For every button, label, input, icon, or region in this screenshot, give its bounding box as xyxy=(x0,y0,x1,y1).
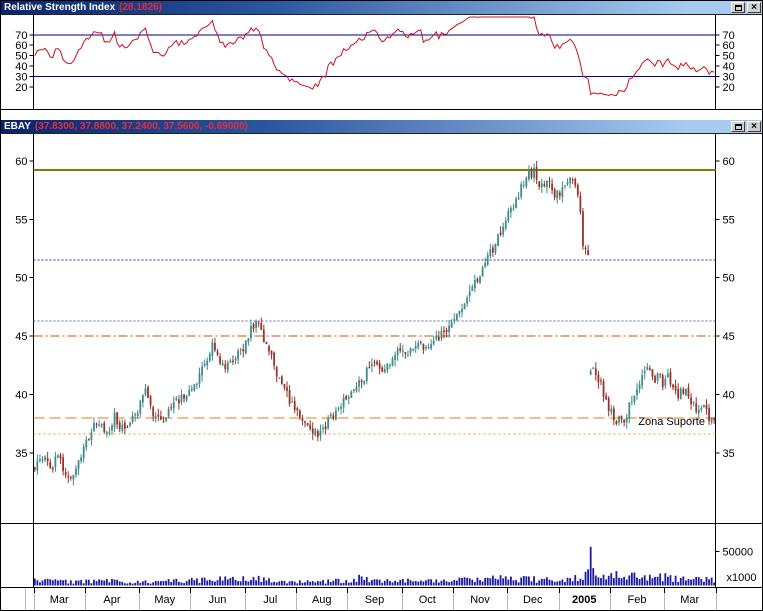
axis-tick xyxy=(84,588,86,593)
svg-text:x1000: x1000 xyxy=(727,572,757,584)
axis-month-label: Apr xyxy=(103,594,121,606)
close-icon: × xyxy=(751,1,757,13)
axis-separator xyxy=(609,588,611,610)
axis-month-label: Jul xyxy=(263,594,278,606)
axis-tick xyxy=(139,588,141,593)
axis-tick xyxy=(33,588,35,593)
axis-separator xyxy=(244,588,246,610)
svg-text:45: 45 xyxy=(723,331,735,343)
axis-month-label: Aug xyxy=(311,594,332,606)
svg-text:70: 70 xyxy=(723,30,735,42)
axis-month-label: Oct xyxy=(418,594,436,606)
svg-text:35: 35 xyxy=(723,448,735,460)
svg-text:Zona Suporte: Zona Suporte xyxy=(638,416,705,428)
svg-text:70: 70 xyxy=(15,30,27,42)
axis-separator xyxy=(33,588,35,610)
svg-text:30: 30 xyxy=(15,72,27,84)
price-window-controls: × xyxy=(731,121,761,132)
axis-separator xyxy=(401,588,403,610)
axis-separator xyxy=(139,588,141,610)
price-close-button[interactable]: × xyxy=(747,121,761,132)
axis-month-label: Feb xyxy=(627,594,647,606)
axis-separator xyxy=(715,588,717,610)
axis-tick xyxy=(715,588,717,593)
axis-month-label: 2005 xyxy=(571,594,597,606)
axis-tick xyxy=(558,588,560,593)
rsi-value: (28.1826) xyxy=(119,1,162,13)
time-axis: Mar Apr May Jun Jul Aug Sep Oct Nov Dec 2005 Feb Mar xyxy=(1,587,762,610)
svg-text:40: 40 xyxy=(723,390,735,402)
svg-text:60: 60 xyxy=(723,40,735,52)
rsi-title: Relative Strength Index xyxy=(4,1,116,13)
price-quote: (37.8300, 37.8800, 37.2400, 37.5600, -0.… xyxy=(34,120,248,132)
svg-text:30: 30 xyxy=(723,72,735,84)
svg-text:50: 50 xyxy=(723,51,735,63)
svg-text:60: 60 xyxy=(15,40,27,52)
svg-text:50: 50 xyxy=(723,273,735,285)
axis-separator xyxy=(452,588,454,610)
panel-gap xyxy=(1,110,762,120)
axis-month-label: Mar xyxy=(680,594,700,606)
close-icon: × xyxy=(751,120,757,132)
axis-tick xyxy=(609,588,611,593)
svg-text:20: 20 xyxy=(15,82,27,94)
svg-text:50: 50 xyxy=(15,273,27,285)
axis-month-label: Dec xyxy=(522,594,543,606)
axis-tick xyxy=(190,588,192,593)
axis-month-label: Mar xyxy=(49,594,69,606)
price-symbol: EBAY xyxy=(4,120,31,132)
axis-month-label: Nov xyxy=(470,594,490,606)
axis-tick xyxy=(507,588,509,593)
axis-separator xyxy=(664,588,666,610)
svg-text:40: 40 xyxy=(723,61,735,73)
price-restore-button[interactable] xyxy=(731,121,745,132)
axis-month-label: Sep xyxy=(364,594,385,606)
rsi-close-button[interactable]: × xyxy=(747,2,761,13)
svg-text:50000: 50000 xyxy=(723,547,754,559)
svg-text:55: 55 xyxy=(723,214,735,226)
svg-text:45: 45 xyxy=(15,331,27,343)
restore-icon xyxy=(734,4,742,11)
restore-icon xyxy=(734,123,742,130)
axis-month-label: Jun xyxy=(208,594,227,606)
svg-text:35: 35 xyxy=(15,448,27,460)
rsi-restore-button[interactable] xyxy=(731,2,745,13)
axis-tick xyxy=(401,588,403,593)
volume-chart[interactable]: 50000 x1000 xyxy=(1,523,762,587)
rsi-titlebar[interactable]: Relative Strength Index (28.1826) × xyxy=(1,1,762,15)
svg-text:60: 60 xyxy=(15,156,27,168)
axis-separator xyxy=(190,588,192,610)
axis-separator xyxy=(558,588,560,610)
svg-text:50: 50 xyxy=(15,51,27,63)
svg-text:20: 20 xyxy=(723,82,735,94)
axis-separator xyxy=(296,588,297,610)
axis-separator xyxy=(25,588,26,610)
svg-text:40: 40 xyxy=(15,61,27,73)
svg-text:60: 60 xyxy=(723,156,735,168)
axis-tick xyxy=(664,588,666,593)
price-titlebar[interactable]: EBAY (37.8300, 37.8800, 37.2400, 37.5600… xyxy=(1,120,762,134)
svg-text:40: 40 xyxy=(15,390,27,402)
axis-separator xyxy=(347,588,349,610)
axis-tick xyxy=(452,588,454,593)
axis-separator xyxy=(507,588,509,610)
price-chart[interactable]: 60 60 55 55 50 50 45 45 40 40 35 35 Zona Suporte xyxy=(1,134,762,523)
axis-month-label: May xyxy=(154,594,176,606)
axis-tick xyxy=(347,588,349,593)
axis-tick xyxy=(244,588,246,593)
axis-tick xyxy=(296,588,297,593)
rsi-window-controls: × xyxy=(731,2,761,13)
svg-text:55: 55 xyxy=(15,214,27,226)
axis-separator xyxy=(84,588,86,610)
